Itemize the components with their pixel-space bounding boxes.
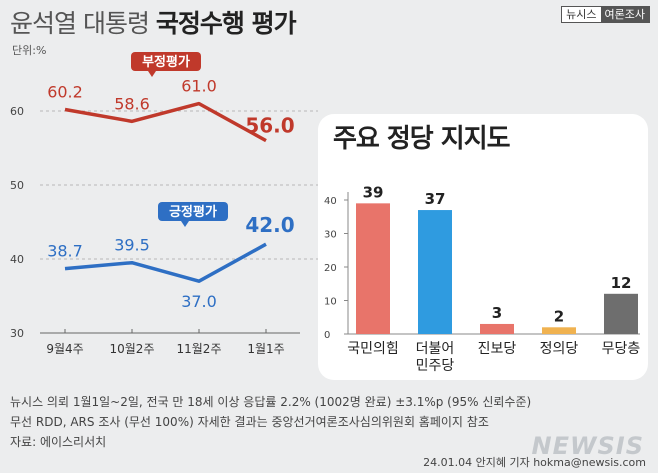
data-label: 58.6 [114, 94, 150, 113]
bar [604, 293, 638, 334]
bar [356, 203, 390, 334]
brand-left: 뉴시스 [562, 7, 601, 22]
bar-value-label: 37 [425, 190, 446, 208]
bar-category-label: 국민의힘 [347, 341, 399, 357]
bar-category-label: 민주당 [416, 358, 455, 374]
legend-callout [158, 202, 228, 221]
page-title: 윤석열 대통령 국정수행 평가 [10, 4, 297, 40]
brand-badge: 뉴시스 여론조사 [561, 6, 650, 23]
footnote-source: 자료: 에이스리서치 [10, 435, 107, 449]
legend-callout [131, 52, 201, 71]
data-label: 61.0 [181, 77, 217, 96]
bar-value-label: 12 [611, 274, 632, 292]
y-tick-label: 30 [10, 327, 24, 340]
legend-callout-tip [148, 71, 156, 77]
title-light: 윤석열 대통령 [10, 9, 150, 38]
data-label: 37.0 [181, 292, 217, 311]
series-line-positive [64, 242, 267, 283]
y-tick-label: 50 [10, 179, 24, 192]
legend-callout-tip [181, 221, 189, 227]
bar-category-label: 더불어 [416, 341, 455, 357]
bar-y-tick-label: 0 [324, 330, 330, 341]
bar-value-label: 2 [554, 307, 564, 325]
bar-y-tick-label: 10 [324, 297, 337, 308]
footnote-survey: 뉴시스 의뢰 1월1일~2일, 전국 만 18세 이상 응답률 2.2% (10… [10, 395, 532, 409]
y-tick-label: 40 [10, 253, 24, 266]
x-tick-label: 1월1주 [247, 342, 284, 356]
data-label: 60.2 [47, 83, 83, 102]
bar [480, 323, 514, 334]
bar [418, 210, 452, 334]
x-tick-label: 10월2주 [110, 342, 155, 356]
unit-label: 단위:% [12, 44, 47, 57]
bar-chart-title: 주요 정당 지지도 [333, 124, 511, 154]
footnote-method: 무선 RDD, ARS 조사 (무선 100%) 자세한 결과는 중앙선거여론조… [10, 415, 489, 429]
title-bold: 국정수행 평가 [155, 9, 297, 38]
bar-category-label: 진보당 [478, 341, 517, 357]
bar-category-label: 정의당 [540, 341, 579, 357]
x-tick-label: 9월4주 [46, 342, 83, 356]
brand-right: 여론조사 [600, 7, 649, 22]
data-label: 42.0 [245, 213, 294, 237]
data-label: 39.5 [114, 236, 150, 255]
bar-y-tick-label: 20 [324, 263, 337, 274]
bar-y-tick-label: 40 [324, 196, 337, 207]
bar-y-tick-label: 30 [324, 230, 337, 241]
bar-value-label: 3 [492, 304, 502, 322]
data-label: 56.0 [245, 114, 294, 138]
x-tick-label: 11월2주 [177, 342, 222, 356]
credit-line: 24.01.04 안지혜 기자 hokma@newsis.com [423, 456, 646, 469]
bar-value-label: 39 [363, 183, 384, 201]
newsis-watermark: NEWSIS [531, 432, 644, 460]
bar-category-label: 무당층 [602, 341, 641, 357]
legend-label: 긍정평가 [169, 204, 217, 220]
bar [542, 327, 576, 334]
series-line-negative [64, 101, 267, 143]
y-tick-label: 60 [10, 105, 24, 118]
data-label: 38.7 [47, 242, 83, 261]
legend-label: 부정평가 [142, 54, 190, 70]
